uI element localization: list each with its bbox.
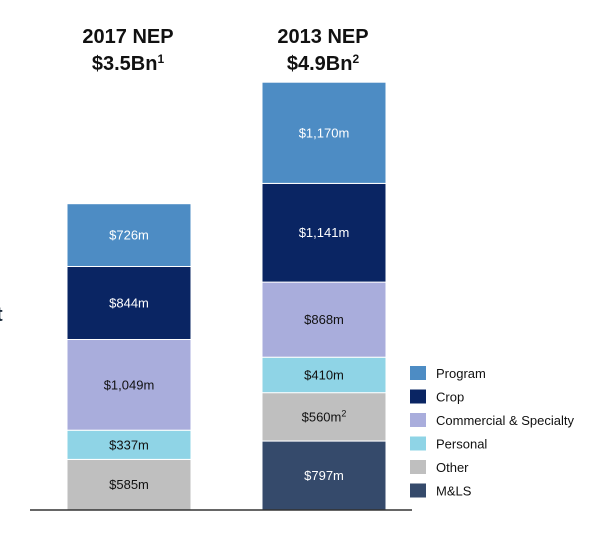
column-title-line1: 2013 NEP xyxy=(277,26,368,48)
legend-swatch xyxy=(410,460,426,474)
legend-label: Commercial & Specialty xyxy=(436,413,574,428)
bar-segment xyxy=(261,281,387,358)
legend-label: Personal xyxy=(436,437,487,452)
legend-item: Personal xyxy=(410,436,487,452)
legend-swatch xyxy=(410,483,426,498)
legend: Program Crop Commercial & Specialty Persona… xyxy=(410,366,574,499)
legend-label: Other xyxy=(436,460,469,475)
legend-label: Program xyxy=(436,366,486,381)
legend-item: Other xyxy=(410,460,469,475)
column-title-line2: $4.9Bn2 xyxy=(287,52,360,75)
column-title-line1: 2017 NEP xyxy=(82,26,173,48)
legend-swatch xyxy=(410,366,426,380)
legend-label: Crop xyxy=(436,390,464,405)
footnote-marker: 2 xyxy=(352,52,359,66)
bar-segment xyxy=(261,440,387,511)
bar-segment xyxy=(66,458,192,511)
footnote-marker: 2 xyxy=(341,408,346,418)
data-label: $1,170m xyxy=(299,125,350,140)
data-label: $1,049m xyxy=(104,377,155,392)
data-label: $868m xyxy=(304,312,344,327)
bar-segment xyxy=(261,182,387,283)
bar-segment xyxy=(261,81,387,184)
data-label: $410m xyxy=(304,367,344,382)
data-label: $560m2 xyxy=(302,408,347,424)
data-label: $844m xyxy=(109,296,149,311)
legend-swatch xyxy=(410,413,426,427)
bar-segment xyxy=(261,356,387,394)
legend-item: M&LS xyxy=(410,483,472,499)
data-label: $1,141m xyxy=(299,225,350,240)
column-2: 2013 NEP $4.9Bn2 $797m $560m2 $410m $868m $1,1… xyxy=(261,26,387,511)
legend-label: M&LS xyxy=(436,484,472,499)
legend-item: Program xyxy=(410,366,486,381)
data-label: $797m xyxy=(304,468,344,483)
bar-segment xyxy=(66,266,192,340)
data-label: $726m xyxy=(109,228,149,243)
footnote-marker: 1 xyxy=(157,52,164,66)
column-1: 2017 NEP $3.5Bn1 $585m $337m $1,049m $844m $72… xyxy=(66,26,192,511)
data-label: $337m xyxy=(109,437,149,452)
bar-segment xyxy=(261,392,387,442)
column-title-line2: $3.5Bn1 xyxy=(92,52,165,75)
legend-item: Commercial & Specialty xyxy=(410,413,574,428)
data-label: $585m xyxy=(109,477,149,492)
bar-segment xyxy=(66,203,192,267)
chart-columns: 2017 NEP $3.5Bn1 $585m $337m $1,049m $844m $72… xyxy=(66,26,387,511)
legend-swatch xyxy=(410,436,426,451)
bar-segment xyxy=(66,429,192,460)
edge-text-fragment: t xyxy=(0,304,3,326)
legend-item: Crop xyxy=(410,389,464,405)
legend-swatch xyxy=(410,389,426,404)
